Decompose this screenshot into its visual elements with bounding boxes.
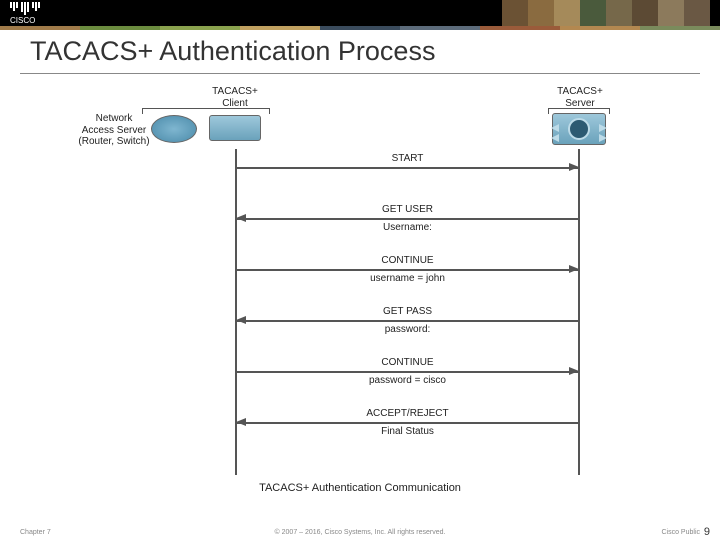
header-people-strip [502,0,710,26]
message-label: GET USER [237,204,578,215]
server-lifeline [578,149,580,475]
message-label: CONTINUE [237,357,578,368]
server-arrow-icon [599,124,607,132]
message-row: ACCEPT/REJECTFinal Status [237,422,578,424]
switch-icon [209,115,261,141]
message-label: ACCEPT/REJECT [237,408,578,419]
server-arrow-icon [551,124,559,132]
network-access-server-label: NetworkAccess Server(Router, Switch) [74,113,154,148]
arrow-left-icon [237,422,578,424]
arrow-right-icon [237,371,578,373]
cisco-logo: CISCO [10,2,40,25]
footer-copyright: © 2007 – 2016, Cisco Systems, Inc. All r… [275,529,446,536]
footer: Chapter 7 © 2007 – 2016, Cisco Systems, … [20,529,700,536]
tacacs-server-label: TACACS+Server [540,86,620,109]
message-sublabel: username = john [237,273,578,284]
server-arrow-icon [551,134,559,142]
header-color-stripe [0,26,720,30]
message-row: CONTINUEpassword = cisco [237,371,578,373]
diagram-area: NetworkAccess Server(Router, Switch) TAC… [0,74,720,494]
diagram-caption: TACACS+ Authentication Communication [0,482,720,494]
arrow-right-icon [237,269,578,271]
page-number: 9 [704,526,710,538]
footer-chapter: Chapter 7 [20,529,51,536]
aaa-server-icon [552,113,606,145]
header-bar: CISCO [0,0,720,30]
message-label: CONTINUE [237,255,578,266]
lock-icon [568,118,590,140]
router-icon [151,115,197,143]
message-label: GET PASS [237,306,578,317]
server-arrow-icon [599,134,607,142]
footer-classification: Cisco Public [661,529,700,536]
message-sublabel: password = cisco [237,375,578,386]
arrow-right-icon [237,167,578,169]
message-sublabel: Username: [237,222,578,233]
message-sublabel: password: [237,324,578,335]
message-row: GET PASSpassword: [237,320,578,322]
message-row: START [237,167,578,169]
arrow-left-icon [237,218,578,220]
slide-title: TACACS+ Authentication Process [0,30,720,67]
arrow-left-icon [237,320,578,322]
tacacs-client-label: TACACS+Client [195,86,275,109]
client-bracket [142,108,270,114]
message-row: GET USERUsername: [237,218,578,220]
message-label: START [237,153,578,164]
message-row: CONTINUEusername = john [237,269,578,271]
message-sublabel: Final Status [237,426,578,437]
